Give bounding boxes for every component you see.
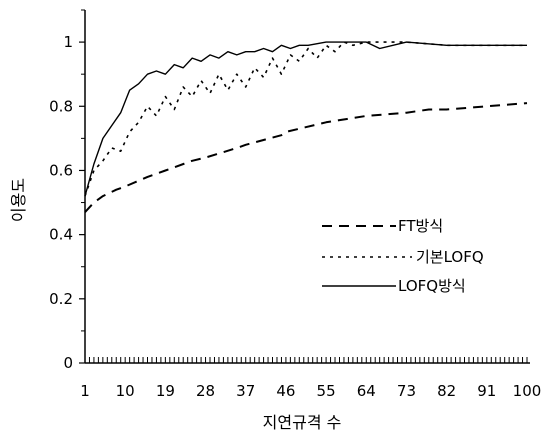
x-tick-label: 82 — [437, 382, 456, 400]
y-axis-ticks: 0 0.2 0.4 0.6 0.8 1 — [49, 9, 85, 372]
y-tick-label: 0 — [63, 354, 73, 372]
x-tick-label: 19 — [156, 382, 175, 400]
series-line-2 — [84, 41, 527, 197]
x-tick-label: 46 — [276, 382, 295, 400]
series-layer — [84, 41, 528, 213]
y-tick-label: 0.2 — [49, 290, 73, 308]
series-line-3 — [84, 41, 527, 197]
x-tick-label: 1 — [80, 382, 90, 400]
y-tick-label: 0.6 — [49, 161, 73, 179]
x-tick-label: 91 — [477, 382, 496, 400]
legend: FT방식 기본LOFQ LOFQ방식 — [322, 217, 484, 295]
x-tick-label: 28 — [196, 382, 215, 400]
legend-label-basic-lofq: 기본LOFQ — [416, 248, 484, 266]
x-tick-label: 37 — [236, 382, 255, 400]
x-tick-label: 100 — [513, 382, 542, 400]
y-axis-title: 이용도 — [9, 178, 28, 222]
axes — [84, 10, 530, 364]
x-tick-label: 73 — [397, 382, 416, 400]
y-tick-label: 0.4 — [49, 226, 73, 244]
x-axis-title: 지연규격 수 — [263, 413, 342, 432]
y-tick-label: 1 — [63, 33, 73, 51]
x-tick-label: 10 — [116, 382, 135, 400]
x-tick-label: 64 — [357, 382, 376, 400]
legend-label-lofq: LOFQ방식 — [398, 277, 466, 295]
x-tick-label: 55 — [317, 382, 336, 400]
series-line-1 — [84, 102, 528, 213]
y-tick-label: 0.8 — [49, 97, 73, 115]
x-axis-ticks: 1 10 19 28 37 46 55 64 73 82 91 100 — [80, 357, 541, 400]
legend-label-ft: FT방식 — [398, 217, 443, 235]
